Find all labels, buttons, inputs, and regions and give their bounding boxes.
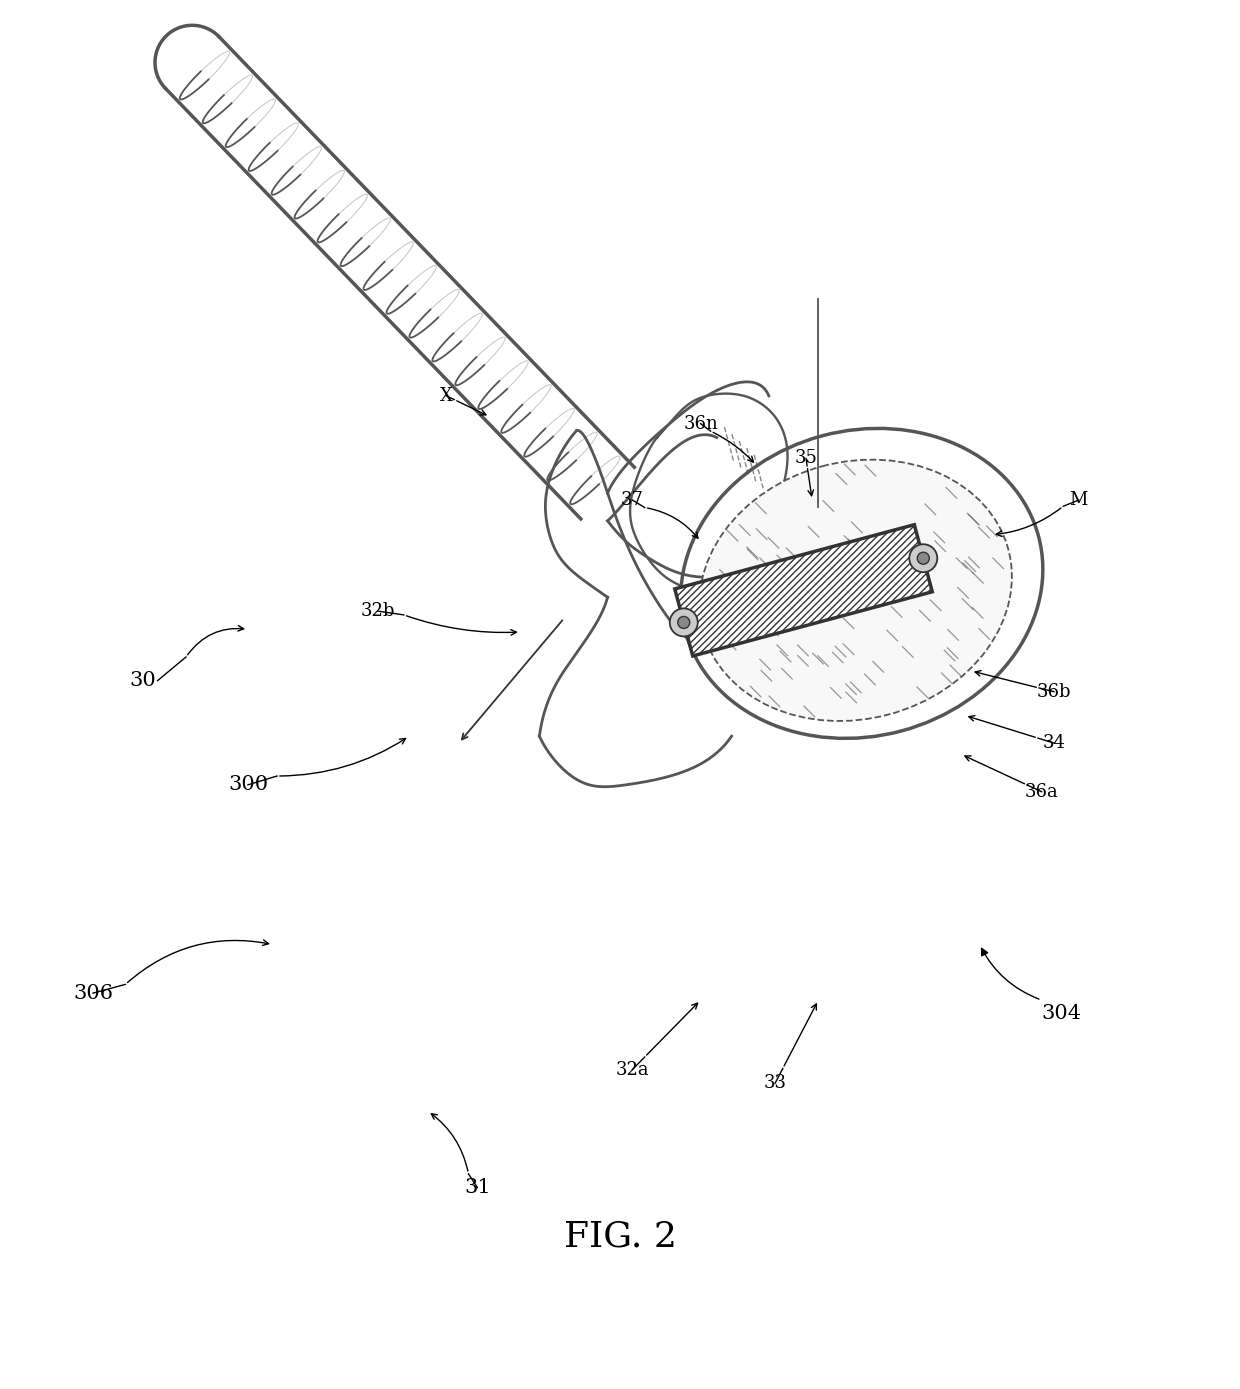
Text: 300: 300 [228,775,268,795]
Text: 32a: 32a [615,1061,650,1078]
Circle shape [909,544,937,572]
Text: 36b: 36b [1037,683,1071,700]
Text: 35: 35 [795,450,817,467]
Text: 31: 31 [464,1178,491,1197]
Circle shape [918,553,929,564]
Circle shape [678,617,689,628]
Text: 36n: 36n [683,415,718,432]
Text: FIG. 2: FIG. 2 [563,1220,677,1253]
Ellipse shape [699,460,1012,721]
Circle shape [670,608,698,636]
Text: 306: 306 [73,983,113,1003]
Text: 34: 34 [1043,735,1065,751]
Text: 32b: 32b [361,603,396,619]
Text: 304: 304 [1042,1004,1081,1024]
Text: 30: 30 [129,671,156,690]
Text: 36a: 36a [1024,783,1059,800]
Text: 37: 37 [621,492,644,508]
Text: M: M [1070,492,1087,508]
Text: X: X [440,388,453,404]
Polygon shape [675,525,932,656]
Text: 33: 33 [764,1075,786,1092]
